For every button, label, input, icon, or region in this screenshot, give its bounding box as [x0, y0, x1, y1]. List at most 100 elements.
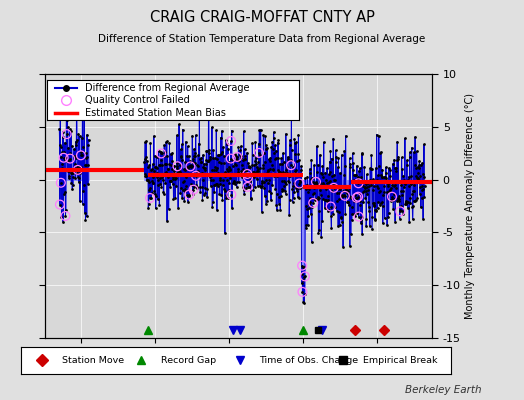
- Point: [208, 204, 216, 210]
- Point: [162, 138, 171, 145]
- Point: [166, 178, 174, 184]
- Point: [172, 171, 180, 178]
- Point: [250, 174, 258, 180]
- Point: [223, 140, 232, 147]
- Point: [401, 200, 410, 206]
- Point: [251, 139, 259, 145]
- Text: Record Gap: Record Gap: [161, 356, 216, 365]
- Point: [225, 159, 233, 166]
- Point: [378, 220, 387, 226]
- Point: [305, 195, 314, 202]
- Point: [190, 184, 199, 190]
- Point: [67, 170, 75, 176]
- Point: [73, 167, 82, 173]
- Point: [364, 203, 373, 210]
- Point: [191, 160, 199, 166]
- Point: [146, 185, 154, 192]
- Point: [149, 174, 157, 180]
- Point: [263, 198, 271, 205]
- Point: [201, 167, 210, 173]
- Point: [351, 172, 359, 178]
- Point: [359, 198, 367, 205]
- Point: [56, 201, 64, 208]
- Point: [172, 183, 180, 190]
- Point: [159, 172, 167, 178]
- Point: [388, 182, 397, 189]
- Point: [145, 187, 154, 194]
- Point: [353, 210, 362, 216]
- Point: [213, 164, 221, 171]
- Point: [392, 164, 400, 171]
- Point: [150, 152, 159, 159]
- Point: [194, 152, 202, 159]
- Point: [154, 177, 162, 183]
- Point: [381, 175, 390, 182]
- Point: [339, 188, 347, 194]
- Point: [237, 155, 246, 161]
- Point: [417, 179, 425, 186]
- Point: [353, 174, 362, 180]
- Point: [293, 188, 301, 194]
- Point: [410, 182, 418, 189]
- Point: [350, 172, 358, 178]
- Point: [298, 262, 307, 269]
- Point: [274, 137, 282, 143]
- Point: [63, 124, 72, 130]
- Point: [182, 183, 190, 189]
- Point: [314, 196, 322, 202]
- Point: [181, 186, 190, 192]
- Point: [262, 200, 270, 207]
- Point: [309, 179, 317, 186]
- Point: [193, 163, 202, 169]
- Point: [411, 198, 420, 204]
- Point: [414, 170, 422, 176]
- Point: [228, 157, 237, 163]
- Point: [56, 111, 64, 117]
- Point: [216, 180, 224, 187]
- Point: [272, 201, 280, 208]
- Point: [332, 198, 341, 204]
- Point: [410, 187, 419, 194]
- Point: [171, 176, 180, 182]
- Point: [56, 142, 64, 148]
- Point: [374, 172, 382, 178]
- Point: [212, 156, 221, 162]
- Point: [407, 181, 415, 187]
- Point: [405, 174, 413, 180]
- Point: [185, 193, 194, 200]
- Point: [79, 200, 87, 207]
- Point: [223, 166, 231, 172]
- Point: [68, 185, 77, 192]
- Point: [81, 162, 90, 169]
- Point: [64, 168, 72, 174]
- Point: [314, 162, 322, 168]
- Point: [67, 127, 75, 134]
- Point: [341, 133, 350, 139]
- Point: [367, 166, 376, 172]
- Point: [207, 177, 215, 184]
- Point: [367, 166, 375, 173]
- Point: [393, 138, 401, 145]
- Point: [382, 177, 390, 184]
- Point: [269, 167, 277, 173]
- Point: [150, 188, 159, 194]
- Point: [336, 170, 344, 176]
- Point: [240, 187, 248, 194]
- Point: [164, 166, 172, 173]
- Point: [312, 196, 321, 202]
- Point: [197, 154, 205, 161]
- Point: [298, 262, 307, 269]
- Point: [231, 181, 239, 188]
- Point: [383, 178, 391, 184]
- Point: [296, 177, 304, 184]
- Point: [303, 206, 311, 212]
- Point: [301, 175, 309, 181]
- Point: [420, 182, 429, 189]
- Point: [316, 192, 325, 198]
- Point: [242, 156, 250, 162]
- Point: [181, 188, 189, 194]
- Point: [184, 153, 193, 160]
- Point: [388, 194, 396, 200]
- Point: [325, 168, 334, 175]
- Point: [318, 218, 326, 224]
